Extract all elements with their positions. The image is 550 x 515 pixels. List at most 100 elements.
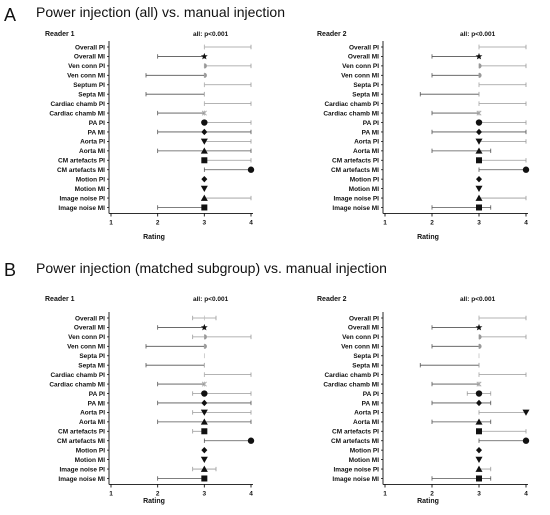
category-label: Septa PI [353, 82, 379, 89]
reader-label: Reader 1 [45, 31, 75, 38]
category-label: CM artefacts MI [57, 438, 105, 445]
x-tick-label: 2 [156, 219, 160, 226]
data-point-marker [476, 446, 482, 454]
forest-chart-panel-b-1: Reader 1 all: p<0.001 1 2 3 4 Rating Overall PI… [45, 296, 255, 505]
data-point-marker [201, 390, 208, 397]
data-point-marker [479, 334, 482, 340]
category-label: Ven conn MI [341, 73, 379, 80]
category-label: Aorta MI [353, 419, 379, 426]
panel-a-title: Power injection (all) vs. manual injecti… [36, 4, 285, 20]
data-point-marker [201, 204, 208, 211]
forest-chart-panel-a-2: Reader 2 all: p<0.001 1 2 3 4 Rating Overall PI… [317, 31, 530, 241]
data-point-marker [476, 204, 482, 211]
data-point-marker [522, 409, 530, 416]
x-tick-label: 1 [383, 490, 387, 497]
data-point-marker [201, 128, 208, 136]
data-point-marker [479, 343, 482, 349]
data-point-marker [201, 175, 208, 183]
x-axis-label: Rating [417, 234, 439, 241]
reader-label: Reader 1 [45, 296, 75, 303]
category-label: Aorta MI [353, 148, 379, 155]
chart-area: Reader 1 all: p<0.001 1 2 3 4 Rating Overall PI… [45, 31, 530, 505]
category-label: Overall PI [349, 44, 379, 51]
data-point-marker [475, 456, 483, 463]
category-label: Overall PI [349, 315, 379, 322]
x-axis-label: Rating [143, 498, 165, 505]
data-point-marker [522, 437, 530, 444]
reader-label: Reader 2 [317, 296, 347, 303]
category-label: Aorta PI [354, 410, 379, 417]
data-point-marker [476, 128, 482, 136]
category-label: CM artefacts PI [332, 158, 379, 165]
category-label: Motion MI [349, 457, 380, 464]
panel-a-letter: A [4, 5, 16, 25]
category-label: PA PI [363, 391, 379, 398]
forest-chart-panel-a-1: Reader 1 all: p<0.001 1 2 3 4 Rating Overall PI… [45, 31, 255, 241]
category-label: Cardiac chamb PI [324, 101, 379, 108]
data-point-marker [475, 390, 483, 397]
data-point-marker [201, 381, 207, 387]
data-point-marker [200, 185, 208, 192]
category-label: Overall MI [74, 54, 105, 61]
x-tick-label: 2 [430, 490, 434, 497]
category-label: Image noise MI [58, 476, 105, 483]
category-label: Motion PI [350, 176, 379, 183]
data-point-marker [204, 343, 207, 349]
data-point-marker [475, 465, 483, 472]
data-point-marker [204, 72, 207, 78]
category-label: Ven conn MI [67, 73, 105, 80]
data-point-marker [200, 194, 208, 201]
category-label: Septum PI [73, 82, 105, 89]
data-point-marker [476, 428, 482, 435]
x-tick-label: 2 [156, 490, 160, 497]
data-point-marker [247, 166, 255, 173]
category-label: Overall PI [75, 315, 105, 322]
data-point-marker [204, 334, 207, 340]
category-label: PA PI [89, 120, 105, 127]
category-label: Septa MI [78, 92, 105, 99]
p-value-annotation: all: p<0.001 [460, 31, 496, 38]
category-label: Aorta PI [354, 139, 379, 146]
category-label: Septa MI [78, 363, 105, 370]
data-point-marker [475, 418, 483, 425]
category-label: Image noise PI [333, 195, 379, 202]
category-label: Aorta MI [79, 419, 105, 426]
data-point-marker [479, 72, 482, 78]
panel-b-title: Power injection (matched subgroup) vs. m… [36, 260, 387, 276]
category-label: Septa PI [353, 353, 379, 360]
category-label: CM artefacts MI [331, 438, 379, 445]
data-point-marker [204, 63, 207, 69]
x-tick-label: 3 [477, 219, 481, 226]
data-point-marker [200, 418, 208, 425]
category-label: Aorta PI [80, 410, 105, 417]
category-label: Ven conn PI [68, 63, 105, 70]
category-label: PA MI [88, 400, 106, 407]
category-label: Ven conn MI [67, 344, 105, 351]
data-point-marker [476, 110, 482, 116]
category-label: Overall MI [348, 325, 379, 332]
category-label: Overall MI [348, 54, 379, 61]
reader-label: Reader 2 [317, 31, 347, 38]
category-label: Motion MI [75, 186, 106, 193]
data-point-marker [479, 63, 482, 69]
panel-b-letter: B [4, 260, 16, 280]
data-point-marker [475, 185, 483, 192]
category-label: Cardiac chamb PI [50, 101, 105, 108]
category-label: PA PI [89, 391, 105, 398]
data-point-marker [475, 138, 483, 145]
category-label: Cardiac chamb PI [324, 372, 379, 379]
x-tick-label: 4 [524, 490, 528, 497]
data-point-marker [476, 175, 482, 183]
x-axis-label: Rating [143, 234, 165, 241]
category-label: Septa MI [352, 92, 379, 99]
category-label: Septa PI [79, 353, 105, 360]
category-label: Cardiac chamb MI [49, 381, 105, 388]
category-label: Overall MI [74, 325, 105, 332]
category-label: PA PI [363, 120, 379, 127]
data-point-marker [522, 166, 530, 173]
category-label: Image noise MI [58, 205, 105, 212]
x-tick-label: 4 [524, 219, 528, 226]
category-label: Overall PI [75, 44, 105, 51]
category-label: Motion MI [349, 186, 380, 193]
